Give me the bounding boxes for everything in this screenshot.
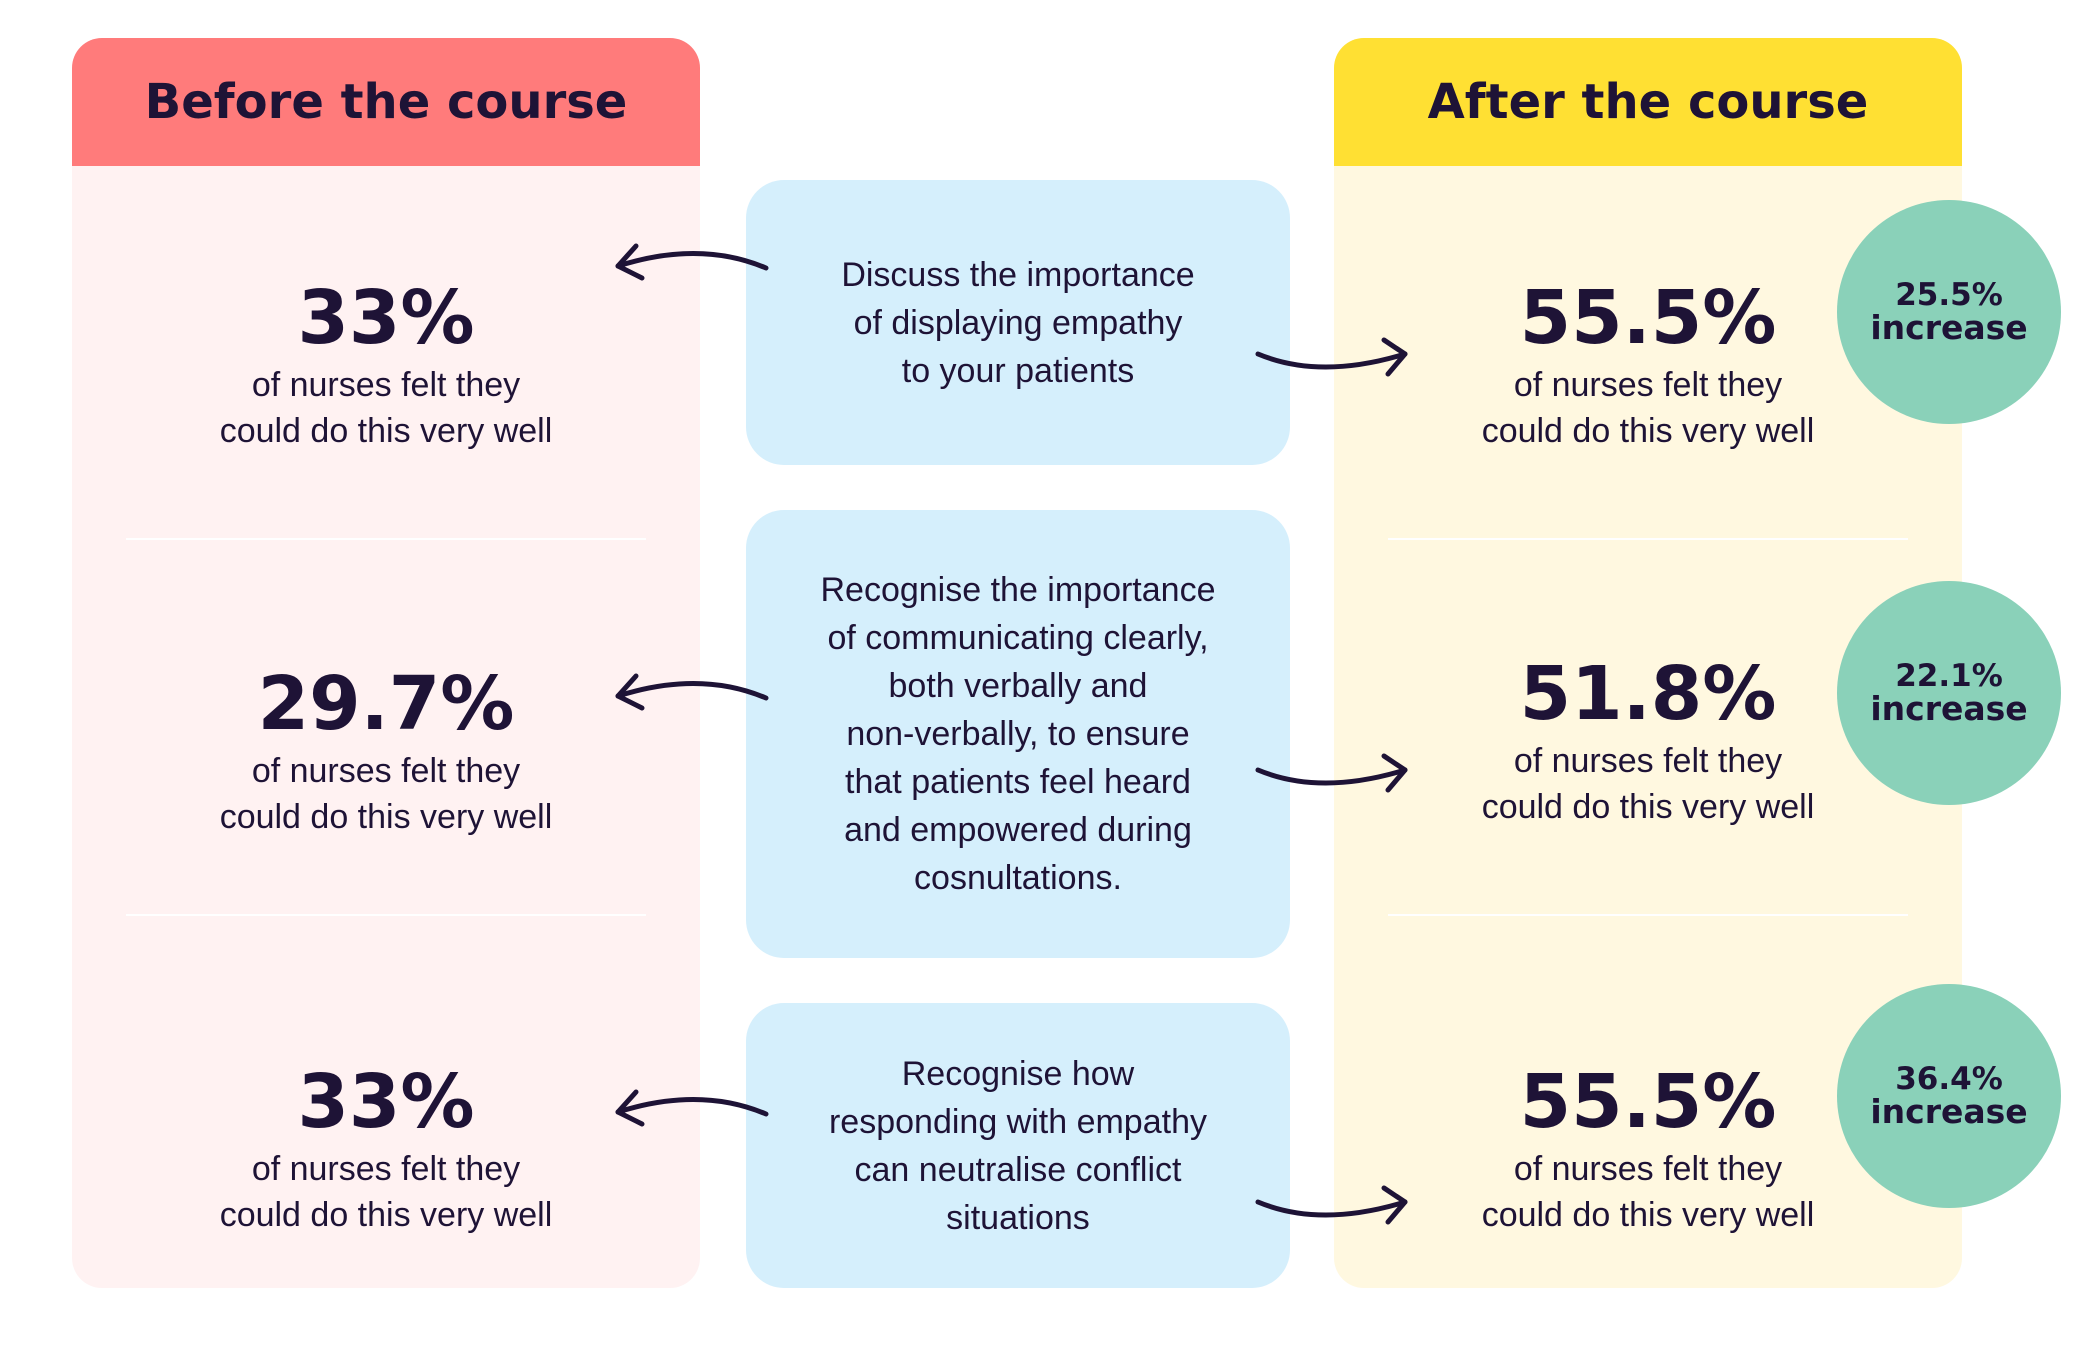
- after-header: After the course: [1334, 38, 1962, 166]
- objective-3-line: Recognise how: [901, 1054, 1135, 1093]
- before-stat-2: 29.7% of nurses felt they could do this …: [72, 660, 700, 840]
- after-stat-3: 55.5% of nurses felt they could do this …: [1334, 1058, 1962, 1238]
- increase-badge-1-value: 25.5%: [1895, 277, 2003, 313]
- before-stat-3: 33% of nurses felt they could do this ve…: [72, 1058, 700, 1238]
- after-stat-2-desc-line1: of nurses felt they: [1513, 742, 1783, 780]
- after-stat-1: 55.5% of nurses felt they could do this …: [1334, 274, 1962, 454]
- arrow-right-icon: [1381, 1185, 1408, 1225]
- objective-3-line: situations: [946, 1198, 1090, 1237]
- before-stat-2-value: 29.7%: [257, 661, 515, 747]
- increase-badge-3-value: 36.4%: [1895, 1061, 2003, 1097]
- before-header: Before the course: [72, 38, 700, 166]
- after-stat-1-value: 55.5%: [1519, 275, 1777, 361]
- arrow-right-icon: [1381, 337, 1408, 377]
- after-stat-3-desc-line1: of nurses felt they: [1513, 1150, 1783, 1188]
- after-stat-1-desc-line1: of nurses felt they: [1513, 366, 1783, 404]
- after-stat-3-value: 55.5%: [1519, 1059, 1777, 1145]
- arrow-left-icon: [615, 1097, 769, 1117]
- before-divider-1: [126, 538, 646, 540]
- after-stat-1-desc-line2: could do this very well: [1481, 412, 1815, 450]
- before-stat-3-desc-line2: could do this very well: [219, 1196, 553, 1234]
- arrow-left-icon: [615, 681, 769, 701]
- arrow-left-icon: [615, 243, 645, 281]
- objective-1-line: Discuss the importance: [841, 255, 1195, 294]
- after-stat-2-value: 51.8%: [1519, 651, 1777, 737]
- after-stat-2-desc-line2: could do this very well: [1481, 788, 1815, 826]
- increase-badge-2: 22.1% increase: [1837, 581, 2061, 805]
- arrow-right-icon: [1255, 351, 1408, 370]
- arrow-right-icon: [1255, 767, 1408, 786]
- objective-3-line: can neutralise conflict: [854, 1150, 1182, 1189]
- objective-2-line: and empowered during: [844, 811, 1192, 849]
- increase-badge-1-label: increase: [1870, 308, 2028, 347]
- objective-2-line: both verbally and: [888, 667, 1148, 705]
- objective-1-line: of displaying empathy: [853, 303, 1183, 342]
- objective-1-line: to your patients: [901, 351, 1135, 390]
- before-stat-1-desc-line2: could do this very well: [219, 412, 553, 450]
- before-stat-3-value: 33%: [297, 1059, 475, 1145]
- objective-2-line: Recognise the importance: [820, 571, 1216, 609]
- before-panel: Before the course 33% of nurses felt the…: [72, 38, 700, 1288]
- before-stat-2-desc-line1: of nurses felt they: [251, 752, 521, 790]
- before-stat-2-desc-line2: could do this very well: [219, 798, 553, 836]
- before-stat-1: 33% of nurses felt they could do this ve…: [72, 274, 700, 454]
- increase-badge-3: 36.4% increase: [1837, 984, 2061, 1208]
- before-stat-1-desc-line1: of nurses felt they: [251, 366, 521, 404]
- objective-2-line: cosnultations.: [914, 859, 1122, 897]
- increase-badge-2-value: 22.1%: [1895, 658, 2003, 694]
- before-divider-2: [126, 914, 646, 916]
- objective-2-line: non-verbally, to ensure: [846, 715, 1190, 753]
- increase-badge-2-label: increase: [1870, 689, 2028, 728]
- arrow-right-icon: [1255, 1199, 1408, 1218]
- arrow-right-icon: [1381, 753, 1408, 793]
- before-stat-1-value: 33%: [297, 275, 475, 361]
- objective-box-3: Recognise how responding with empathy ca…: [746, 1003, 1290, 1288]
- after-divider-2: [1388, 914, 1908, 916]
- objective-2-line: that patients feel heard: [845, 763, 1191, 801]
- arrow-left-icon: [615, 1089, 645, 1127]
- after-stat-3-desc-line2: could do this very well: [1481, 1196, 1815, 1234]
- increase-badge-1: 25.5% increase: [1837, 200, 2061, 424]
- before-stat-3-desc-line1: of nurses felt they: [251, 1150, 521, 1188]
- after-stat-2: 51.8% of nurses felt they could do this …: [1334, 650, 1962, 830]
- arrow-left-icon: [615, 251, 769, 271]
- objective-box-1: Discuss the importance of displaying emp…: [746, 180, 1290, 465]
- increase-badge-3-label: increase: [1870, 1092, 2028, 1131]
- objective-2-line: of communicating clearly,: [827, 619, 1209, 657]
- arrow-left-icon: [615, 673, 645, 711]
- after-divider-1: [1388, 538, 1908, 540]
- objective-3-line: responding with empathy: [828, 1102, 1207, 1141]
- objective-box-2: Recognise the importance of communicatin…: [746, 510, 1290, 958]
